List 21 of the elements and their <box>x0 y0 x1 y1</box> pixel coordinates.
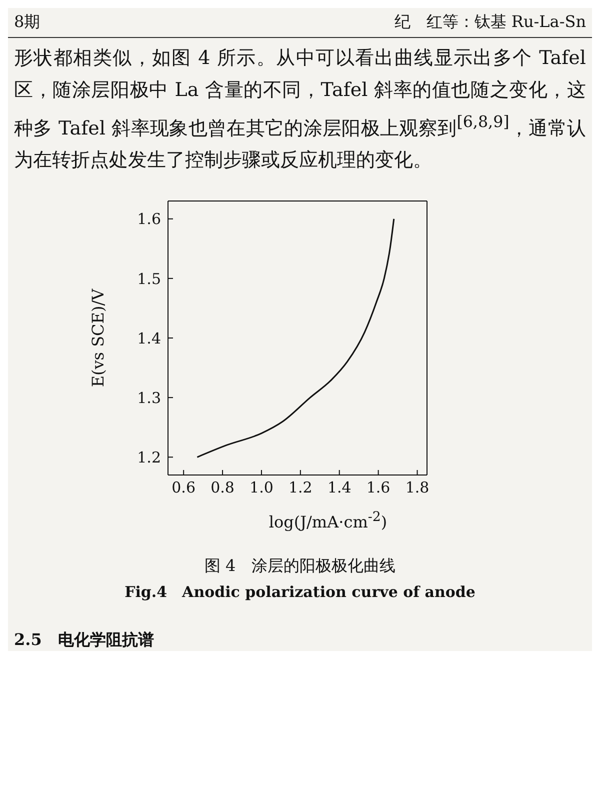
y-tick-label: 1.3 <box>137 389 161 408</box>
text: 8期 <box>14 12 40 33</box>
x-tick-label: 1.6 <box>366 478 390 497</box>
x-axis-title: log(J/mA·cm$^{-2}$) <box>268 510 388 532</box>
y-axis-title: E(vs SCE)/V <box>88 288 108 388</box>
x-tick-label: 1.0 <box>250 478 274 497</box>
x-tick-label: 0.8 <box>210 478 234 497</box>
x-tick-label: 1.4 <box>327 478 352 497</box>
y-tick-label: 1.4 <box>137 330 161 348</box>
text: 纪 红等：钛基 Ru-La-Sn <box>394 12 586 33</box>
text: 图 4 涂层的阳极极化曲线 <box>203 556 397 577</box>
y-tick-label: 1.2 <box>137 448 161 467</box>
x-tick-label: 1.8 <box>405 478 430 497</box>
x-tick-label: 0.6 <box>172 478 196 497</box>
text: 2.5 电化学阻抗谱 <box>13 630 155 651</box>
text: Fig.4 Anodic polarization curve of anode <box>124 582 476 602</box>
x-tick-label: 1.2 <box>288 478 312 497</box>
line-series <box>196 218 395 458</box>
text: 形状都相类似，如图 4 所示。从中可以看出曲线显示出多个 Tafel 区，随涂层阳极中 La 含量的不同，Tafel 斜率的值也随之变化，这种多 Tafel 斜率现象也曾在其它的涂层阳极上观察到$^{[6,8,9]}$，通常认为在转折点处发生了控制步骤或反应机理的变化。 <box>14 47 586 172</box>
y-tick-label: 1.5 <box>137 270 161 288</box>
y-tick-label: 1.6 <box>137 210 161 229</box>
